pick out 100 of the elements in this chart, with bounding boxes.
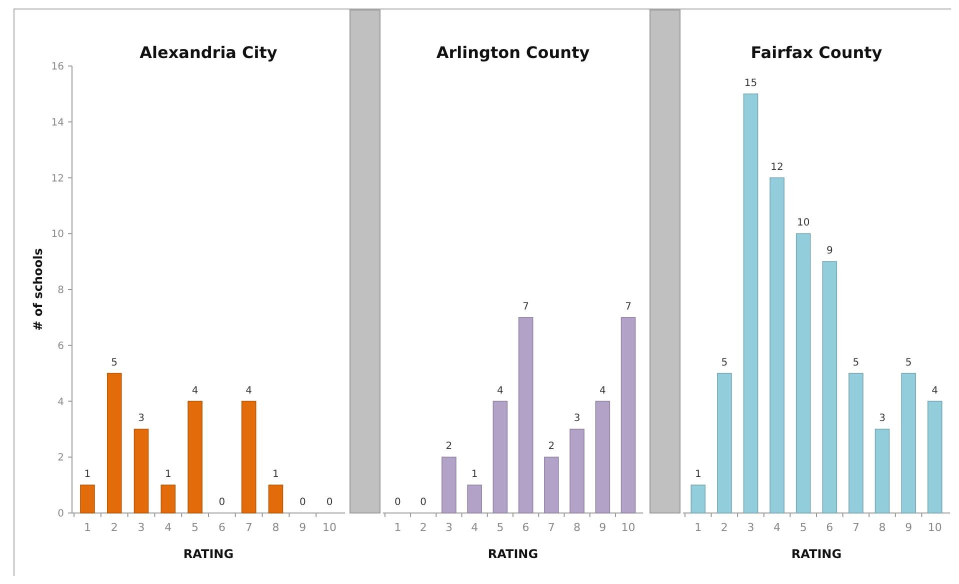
data-label: 0: [420, 497, 427, 508]
bar: [770, 177, 784, 514]
data-label: 10: [796, 218, 810, 229]
chart-title: Arlington County: [436, 43, 590, 62]
bar: [268, 484, 284, 514]
x-tick-label: 2: [110, 521, 118, 534]
x-tick-label: 2: [720, 521, 728, 534]
bar: [518, 317, 534, 514]
x-axis-title: RATING: [791, 547, 842, 561]
bar: [796, 233, 811, 514]
data-label: 3: [879, 413, 886, 424]
x-tick-label: 10: [928, 521, 942, 534]
y-tick-label: 16: [51, 62, 64, 72]
y-tick-label: 14: [51, 117, 64, 128]
chart-title: Fairfax County: [750, 43, 883, 62]
y-tick-label: 4: [58, 396, 64, 408]
bar: [134, 428, 149, 514]
bar: [80, 484, 95, 514]
data-label: 0: [218, 497, 226, 508]
x-tick-label: 4: [164, 521, 172, 534]
y-tick-label: 6: [58, 340, 64, 352]
data-label: 7: [522, 301, 529, 312]
bar: [743, 94, 758, 514]
x-tick-label: 4: [471, 521, 478, 534]
bar: [544, 456, 559, 514]
data-label: 0: [326, 497, 333, 508]
y-axis-title: # of schools: [31, 248, 45, 331]
y-tick-label: 10: [51, 229, 64, 240]
x-tick-label: 9: [905, 521, 912, 534]
data-label: 1: [272, 469, 279, 480]
data-label: 7: [625, 301, 632, 312]
bar: [595, 400, 610, 514]
x-tick-label: 1: [84, 521, 91, 534]
data-label: 12: [770, 162, 784, 173]
data-label: 2: [548, 441, 555, 452]
x-tick-label: 1: [694, 521, 702, 534]
x-tick-label: 3: [747, 521, 754, 534]
x-tick-label: 5: [192, 521, 199, 534]
data-label: 4: [497, 385, 504, 396]
x-tick-label: 6: [218, 521, 226, 534]
bar: [690, 484, 706, 514]
bar: [442, 456, 456, 514]
x-tick-label: 2: [420, 521, 427, 534]
data-label: 4: [932, 385, 938, 396]
x-tick-label: 10: [322, 521, 337, 534]
x-tick-label: 7: [852, 521, 860, 534]
y-tick-label: 8: [58, 285, 64, 296]
data-label: 3: [574, 413, 580, 424]
bar: [492, 400, 508, 514]
x-tick-label: 3: [138, 521, 145, 534]
data-label: 5: [852, 357, 860, 368]
data-label: 1: [694, 469, 702, 480]
data-label: 9: [826, 246, 833, 257]
x-tick-label: 8: [574, 521, 581, 534]
bar: [848, 372, 864, 514]
data-label: 4: [192, 385, 198, 396]
data-label: 0: [394, 497, 401, 508]
data-label: 4: [246, 385, 252, 396]
data-label: 5: [905, 357, 912, 368]
data-label: 4: [599, 385, 606, 396]
data-label: 15: [744, 78, 758, 89]
bar: [467, 484, 482, 514]
x-tick-label: 7: [548, 521, 555, 534]
x-tick-label: 9: [299, 521, 306, 534]
data-label: 5: [111, 357, 118, 368]
x-axis-title: RATING: [488, 547, 538, 561]
chart-title: Alexandria City: [140, 43, 278, 62]
bar: [570, 428, 584, 514]
x-tick-label: 9: [599, 521, 606, 534]
x-axis-title: RATING: [183, 547, 234, 561]
y-tick-label: 12: [51, 173, 64, 184]
y-tick-label: 0: [58, 508, 64, 520]
data-label: 1: [164, 469, 172, 480]
x-tick-label: 10: [621, 521, 636, 534]
bar: [188, 400, 202, 514]
bar: [901, 372, 916, 514]
x-tick-label: 6: [826, 521, 834, 534]
x-tick-label: 1: [394, 521, 402, 534]
bar: [106, 372, 122, 514]
bar: [927, 400, 942, 514]
x-tick-label: 8: [878, 521, 886, 534]
x-tick-label: 8: [272, 521, 280, 534]
data-label: 0: [299, 497, 306, 508]
x-tick-label: 4: [774, 521, 781, 534]
x-tick-label: 3: [445, 521, 452, 534]
x-tick-label: 5: [800, 521, 807, 534]
bar: [717, 372, 732, 514]
y-tick-label: 2: [58, 452, 64, 464]
bar: [620, 317, 636, 514]
bar: [874, 428, 890, 514]
x-tick-label: 7: [245, 521, 252, 534]
bar: [241, 400, 256, 514]
bar: [822, 261, 838, 514]
bar: [160, 484, 176, 514]
data-label: 1: [471, 469, 478, 480]
data-label: 5: [721, 357, 728, 368]
data-label: 3: [138, 413, 144, 424]
data-label: 2: [446, 441, 452, 452]
x-tick-label: 6: [522, 521, 530, 534]
data-label: 1: [84, 469, 91, 480]
